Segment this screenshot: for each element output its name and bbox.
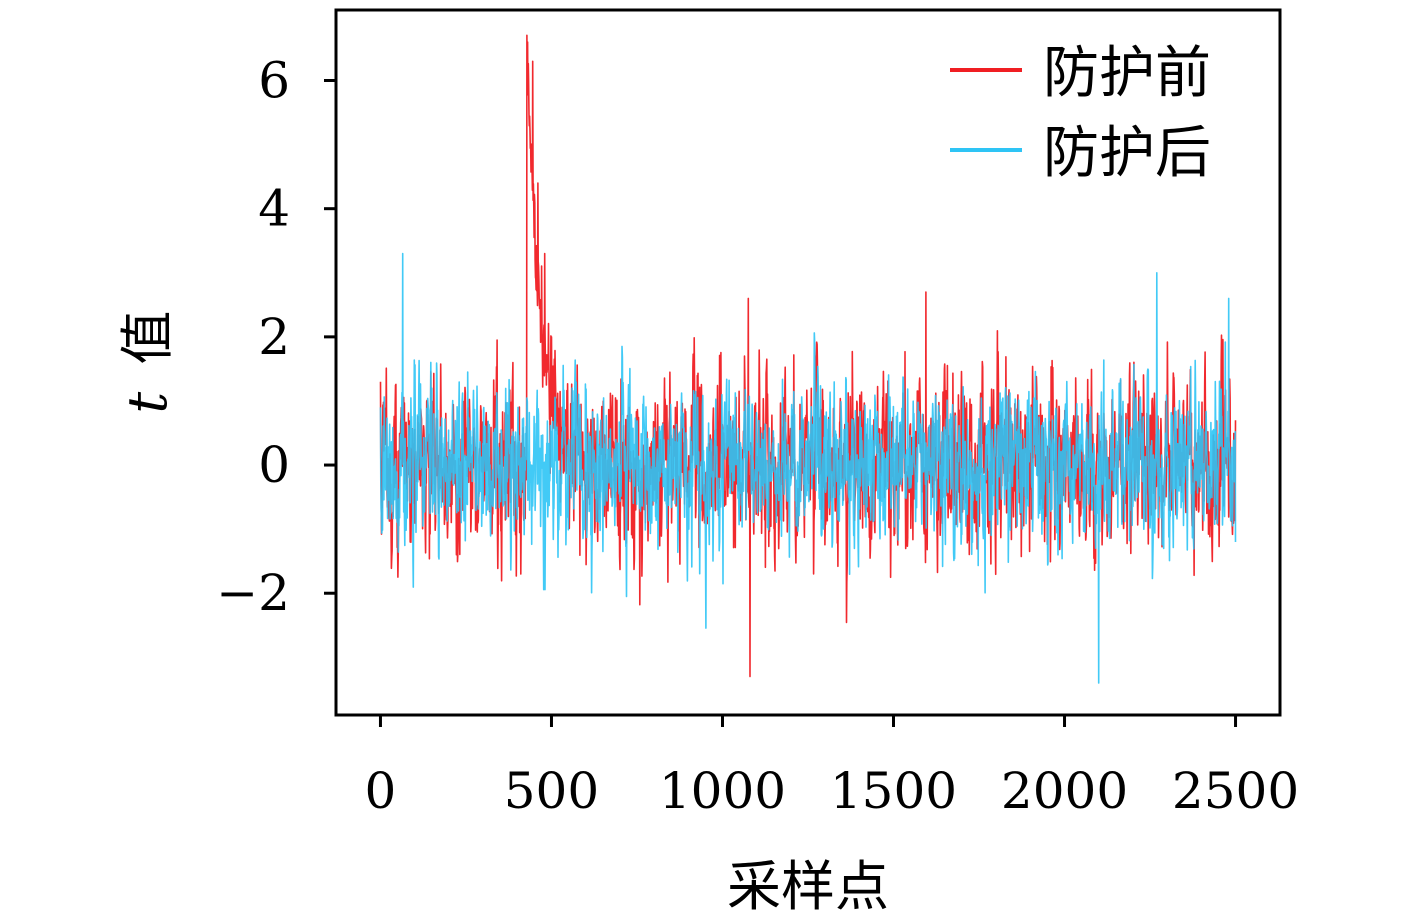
plot-frame: [334, 8, 1282, 717]
x-tick-label: 500: [504, 762, 599, 820]
series-layer: [379, 34, 1237, 684]
x-tick-label: 2000: [1001, 762, 1128, 820]
y-tick-label: −2: [216, 564, 290, 622]
axis-layer: 0 500 1000 1500 2000 2500 −2 0 2 4 6: [216, 52, 1299, 821]
x-axis-title: 采样点: [727, 855, 889, 918]
series-line-after: [379, 252, 1237, 684]
x-tick-label: 2500: [1172, 762, 1299, 820]
legend-label-after: 防护后: [1043, 121, 1211, 186]
x-tick-label: 0: [365, 762, 397, 820]
y-tick-label: 4: [258, 180, 290, 238]
x-tick-label: 1500: [830, 762, 957, 820]
legend-label-before: 防护前: [1043, 41, 1211, 106]
svg-text:t 值: t 值: [116, 311, 179, 414]
legend: 防护前 防护后: [950, 41, 1211, 186]
y-axis-title: t 值: [116, 311, 179, 414]
y-tick-label: 2: [258, 308, 290, 366]
x-tick-label: 1000: [659, 762, 786, 820]
y-tick-label: 0: [258, 436, 290, 494]
y-tick-label: 6: [258, 52, 290, 110]
y-axis-title-var: t: [116, 391, 179, 413]
y-axis-title-unit: 值: [116, 311, 179, 365]
